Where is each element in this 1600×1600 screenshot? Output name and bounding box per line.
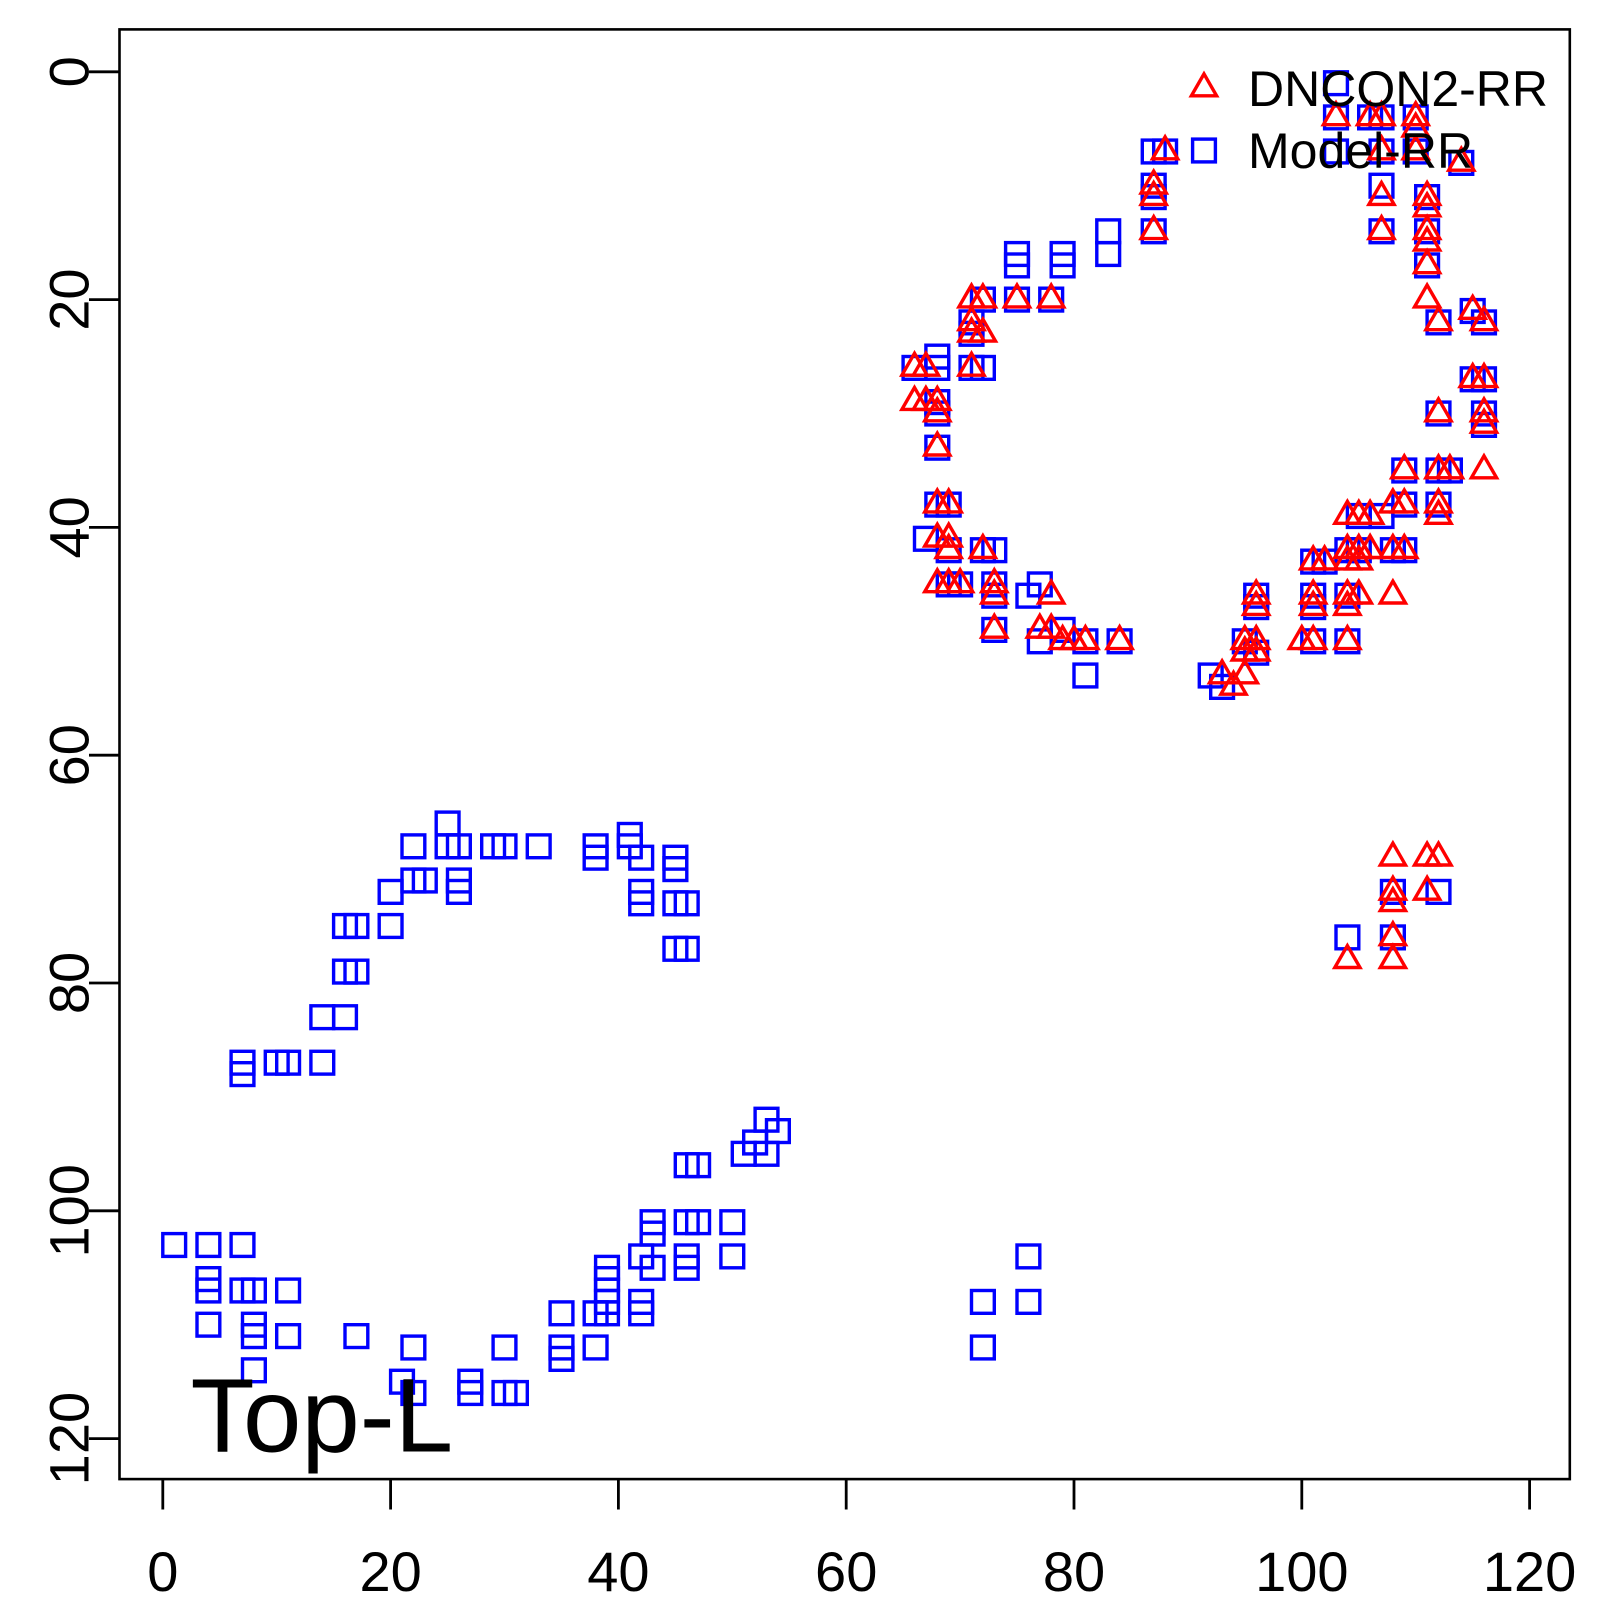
svg-text:40: 40 — [587, 1540, 649, 1600]
svg-text:120: 120 — [38, 1392, 101, 1485]
svg-text:0: 0 — [147, 1540, 178, 1600]
svg-text:60: 60 — [815, 1540, 877, 1600]
svg-text:100: 100 — [38, 1164, 101, 1257]
svg-text:20: 20 — [38, 268, 101, 330]
svg-text:40: 40 — [38, 496, 101, 558]
svg-text:120: 120 — [1483, 1540, 1576, 1600]
svg-text:60: 60 — [38, 724, 101, 786]
svg-text:80: 80 — [1043, 1540, 1105, 1600]
svg-text:0: 0 — [38, 56, 101, 87]
svg-text:80: 80 — [38, 952, 101, 1014]
svg-text:Model-RR: Model-RR — [1248, 123, 1473, 179]
svg-text:20: 20 — [359, 1540, 421, 1600]
svg-text:100: 100 — [1255, 1540, 1348, 1600]
svg-text:DNCON2-RR: DNCON2-RR — [1248, 61, 1548, 117]
svg-text:Top-L: Top-L — [191, 1358, 454, 1475]
